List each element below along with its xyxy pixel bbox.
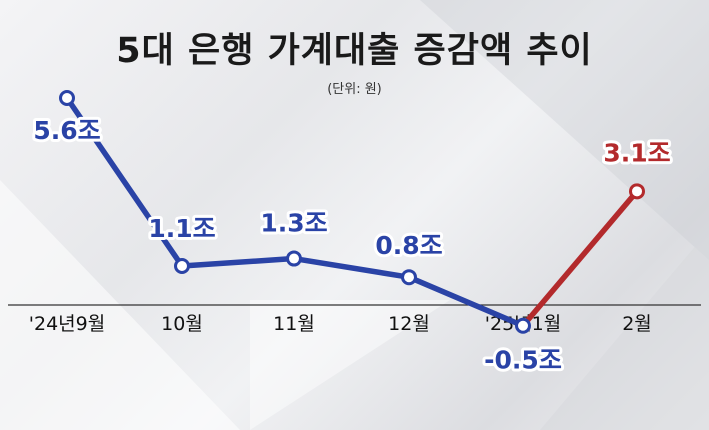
series-line-segment <box>406 274 526 329</box>
background-facet <box>540 230 709 430</box>
data-point <box>174 258 190 274</box>
data-label: 0.8조 <box>375 231 442 260</box>
data-point <box>515 317 531 334</box>
data-label: 1.1조 <box>148 214 215 243</box>
data-point <box>286 250 302 267</box>
unit-label: (단위: 원) <box>327 82 382 97</box>
series-line-segment <box>291 255 412 280</box>
data-label: 3.1조 <box>603 138 670 167</box>
data-label: 1.3조 <box>260 209 327 238</box>
background-facet <box>420 0 709 260</box>
background-facet <box>250 300 450 430</box>
chart-title: 5대 은행 가계대출 증감액 추이 <box>116 31 593 71</box>
x-tick-label: 10월 <box>161 313 203 335</box>
data-point <box>401 269 417 286</box>
x-tick-label: 11월 <box>273 313 315 335</box>
series-line-segment <box>179 255 297 269</box>
data-label: 5.6조 <box>33 116 100 145</box>
x-tick-label: '24년9월 <box>29 313 105 335</box>
data-point <box>629 183 645 200</box>
x-tick-label: 2월 <box>622 313 652 335</box>
data-label: -0.5조 <box>484 346 562 375</box>
data-point <box>59 90 75 106</box>
series-line-segment <box>520 188 640 329</box>
series-line-segment <box>64 95 185 269</box>
x-tick-label: 12월 <box>388 313 430 335</box>
